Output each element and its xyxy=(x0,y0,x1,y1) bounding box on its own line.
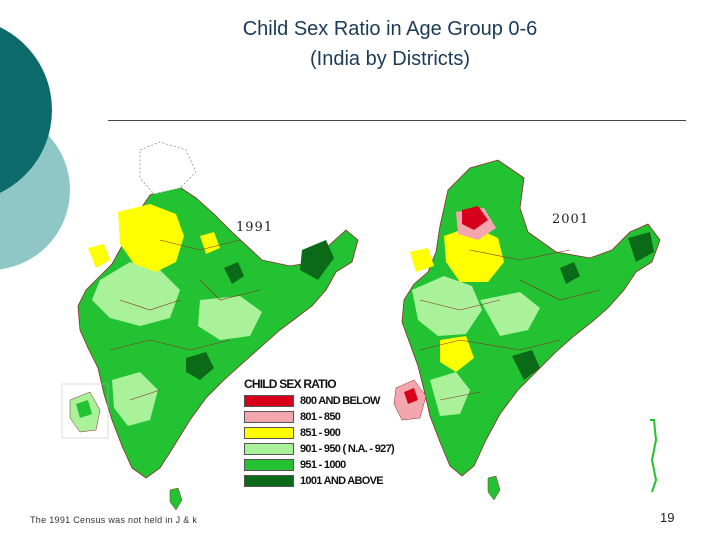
map-2001-srilanka xyxy=(487,475,501,501)
map-1991-region-yellow xyxy=(118,204,184,272)
map-1991-region-yellow xyxy=(88,244,110,268)
map-2001-region-yellow xyxy=(410,248,434,272)
map-2001-region-dark xyxy=(512,350,540,380)
footnote: The 1991 Census was not held in J & k xyxy=(30,515,198,525)
map-1991-region-dark xyxy=(224,262,244,284)
map-2001-region-light xyxy=(480,292,540,336)
legend-item: 800 AND BELOW xyxy=(244,393,394,409)
india-map-1991 xyxy=(61,141,359,511)
map-2001-region-dark xyxy=(628,232,654,262)
map-1991-region-light xyxy=(198,296,262,340)
title-divider xyxy=(108,120,686,121)
legend-label: 801 - 850 xyxy=(300,411,341,423)
legend-swatch xyxy=(244,443,294,455)
legend-item: 951 - 1000 xyxy=(244,457,394,473)
legend-item: 801 - 850 xyxy=(244,409,394,425)
map-1991-region-light xyxy=(112,372,158,426)
map-2001-islands xyxy=(650,419,658,493)
legend-title: CHILD SEX RATIO xyxy=(244,377,337,391)
map-2001-inset-patch xyxy=(404,388,418,404)
india-map-2001 xyxy=(393,159,661,501)
legend-label: 1001 AND ABOVE xyxy=(300,475,384,487)
map-1991-district-lines xyxy=(109,239,261,401)
map-1991-year-label: 1991 xyxy=(236,220,274,235)
legend-label: 951 - 1000 xyxy=(300,459,346,471)
map-1991-srilanka xyxy=(169,487,183,511)
legend-swatch xyxy=(244,475,294,487)
legend-items: 800 AND BELOW 801 - 850 851 - 900 901 - 950… xyxy=(244,393,395,489)
legend-label: 851 - 900 xyxy=(300,427,341,439)
map-1991-kashmir xyxy=(139,141,197,195)
map-1991-inset-frame xyxy=(61,383,109,439)
map-2001-region-red xyxy=(462,206,488,230)
map-1991-region-dark xyxy=(186,352,214,380)
legend-item: 901 - 950 ( N.A. - 927) xyxy=(244,441,395,457)
map-1991-region-dark xyxy=(300,240,334,280)
slide-title: Child Sex Ratio in Age Group 0-6 (India … xyxy=(150,14,630,74)
slide-decoration xyxy=(0,27,70,270)
legend-swatch xyxy=(244,411,294,423)
map-2001-region-light xyxy=(430,372,470,416)
map-2001-year-label: 2001 xyxy=(552,212,590,227)
map-2001-region-yellow xyxy=(440,336,474,372)
legend-swatch xyxy=(244,459,294,471)
map-1991-region-light xyxy=(92,262,180,326)
decoration-dark-circle xyxy=(0,27,52,193)
legend-item: 1001 AND ABOVE xyxy=(244,473,394,489)
map-2001-district-lines xyxy=(419,249,601,401)
legend-label: 901 - 950 ( N.A. - 927) xyxy=(300,443,395,455)
map-2001-region-light xyxy=(412,276,482,336)
page-number: 19 xyxy=(660,510,675,525)
legend-label: 800 AND BELOW xyxy=(300,395,380,407)
legend-item: 851 - 900 xyxy=(244,425,394,441)
legend-swatch xyxy=(244,427,294,439)
map-2001-region-dark xyxy=(560,262,580,284)
legend-swatch xyxy=(244,395,294,407)
map-1991-inset-patch xyxy=(76,400,92,418)
title-line-2: (India by Districts) xyxy=(309,48,471,70)
map-legend: CHILD SEX RATIO 800 AND BELOW 801 - 850 85… xyxy=(244,377,395,489)
title-line-1: Child Sex Ratio in Age Group 0-6 xyxy=(242,18,538,40)
map-2001-region-yellow xyxy=(444,226,504,282)
